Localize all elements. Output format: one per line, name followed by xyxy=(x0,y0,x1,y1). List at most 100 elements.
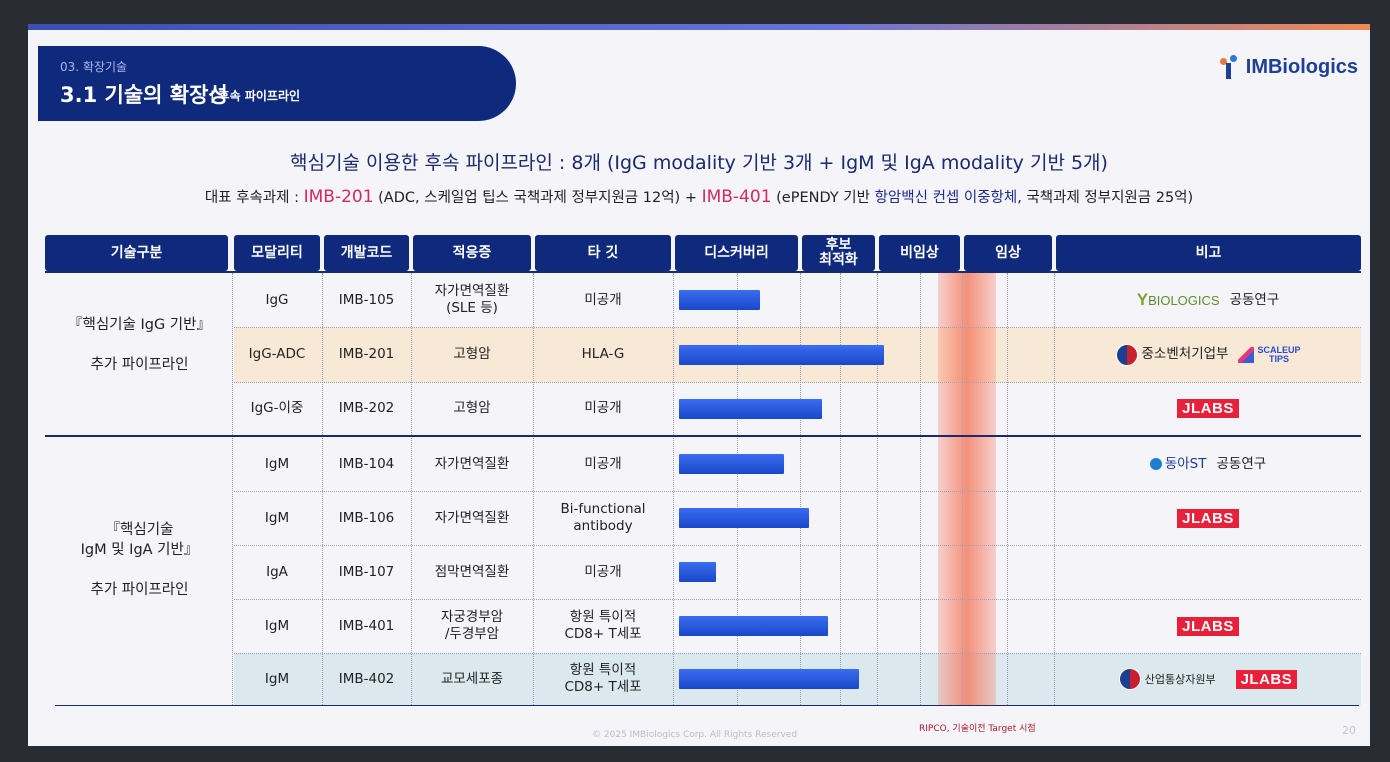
cell-modality: IgM xyxy=(264,670,290,687)
column-header-indication: 적응증 xyxy=(413,235,531,271)
progress-bar xyxy=(679,616,828,636)
section-header: 03. 확장기술 3.1 기술의 확장성 | 후속 파이프라인 xyxy=(38,46,516,121)
y-biologics-logo-icon: YBIOLOGICS xyxy=(1136,290,1220,309)
column-header-discovery: 디스커버리 xyxy=(675,235,798,271)
group-label-igg: 『핵심기술 IgG 기반』 추가 파이프라인 xyxy=(68,317,211,373)
cell-modality: IgM xyxy=(264,509,290,526)
pipeline-table: 기술구분 모달리티 개발코드 적응증 타 깃 디스커버리 후보 최적화 비임상 임상 비고 『핵심… xyxy=(45,235,1361,713)
column-header-clinical: 임상 xyxy=(964,235,1052,271)
phase-subgrid-line xyxy=(840,273,841,705)
slide-screen: 03. 확장기술 3.1 기술의 확장성 | 후속 파이프라인 IMBiolog… xyxy=(28,24,1370,746)
column-header-code: 개발코드 xyxy=(324,235,409,271)
korea-gov-emblem-icon xyxy=(1115,343,1138,366)
header-rule xyxy=(45,271,1361,273)
grid-hline xyxy=(234,653,1361,654)
cell-indication: 자가면역질환 (SLE 등) xyxy=(434,283,510,316)
imbiologics-logo-icon xyxy=(1218,54,1244,80)
column-header-preclinical: 비임상 xyxy=(879,235,960,271)
progress-bar xyxy=(679,508,809,528)
progress-bar xyxy=(679,454,784,474)
column-header-target: 타 깃 xyxy=(535,235,671,271)
note-row-imb-104: 동아ST 공동연구 xyxy=(1055,437,1361,491)
grid-vline xyxy=(232,273,233,705)
donga-icon xyxy=(1149,458,1162,470)
note-row-imb-201: 중소벤처기업부 SCALEUP TIPS xyxy=(1055,327,1361,382)
stair-icon xyxy=(1238,346,1255,363)
cell-code: IMB-104 xyxy=(338,455,395,472)
cell-target: 항원 특이적 CD8+ T세포 xyxy=(564,609,642,642)
cell-target: 미공개 xyxy=(584,291,622,308)
cell-code: IMB-201 xyxy=(338,346,395,362)
subline-detail-2c: , 국책과제 정부지원금 25억) xyxy=(1017,190,1194,206)
cell-code: IMB-106 xyxy=(338,509,395,526)
note-row-imb-105: YBIOLOGICS 공동연구 xyxy=(1055,273,1361,327)
cell-modality: IgG-ADC xyxy=(248,346,306,362)
grid-vline xyxy=(322,273,323,705)
grid-hline xyxy=(234,545,1361,546)
section-title: 3.1 기술의 확장성 xyxy=(60,83,228,107)
group-divider xyxy=(45,435,1361,437)
note-row-imb-401: JLABS xyxy=(1055,599,1361,653)
cell-code: IMB-107 xyxy=(338,563,395,580)
grid-vline xyxy=(962,273,963,705)
subline-label: 대표 후속과제 : xyxy=(204,190,304,206)
cell-indication: 고형암 xyxy=(453,346,491,362)
grid-hline xyxy=(234,327,1361,328)
phase-subgrid-line xyxy=(737,273,738,705)
subline-detail-2b: 항암백신 컨셉 이중항체 xyxy=(874,190,1018,206)
collab-label: 공동연구 xyxy=(1216,455,1267,472)
company-logo: IMBiologics xyxy=(1218,54,1358,80)
cell-indication: 고형암 xyxy=(453,400,491,416)
note-row-imb-202: JLABS xyxy=(1055,382,1361,435)
project-code-imb-201: IMB-201 xyxy=(303,187,374,207)
page-number: 20 xyxy=(1342,724,1356,737)
donga-st-logo: 동아ST xyxy=(1149,456,1206,473)
column-header-tech: 기술구분 xyxy=(45,235,228,271)
representative-projects: 대표 후속과제 : IMB-201 (ADC, 스케일업 팁스 국책과제 정부지… xyxy=(28,186,1370,207)
cell-target: Bi-functional antibody xyxy=(560,501,646,534)
logo-text: IMBiologics xyxy=(1245,55,1358,78)
group-label-igm-iga: 『핵심기술 IgM 및 IgA 기반』 추가 파이프라인 xyxy=(80,522,199,598)
cell-target: 미공개 xyxy=(584,455,622,472)
progress-bar xyxy=(679,669,859,689)
project-code-imb-401: IMB-401 xyxy=(701,187,772,207)
cell-target: 미공개 xyxy=(584,563,622,580)
headline: 핵심기술 이용한 후속 파이프라인 : 8개 (IgG modality 기반 … xyxy=(28,148,1370,175)
jlabs-logo: JLABS xyxy=(1177,508,1239,528)
grid-hline xyxy=(234,382,1361,383)
cell-code: IMB-202 xyxy=(338,400,395,416)
table-bottom-rule xyxy=(55,705,1359,706)
scaleup-tips-logo: SCALEUP TIPS xyxy=(1238,345,1300,364)
cell-modality: IgG-이중 xyxy=(250,400,304,416)
copyright: © 2025 IMBiologics Corp. All Rights Rese… xyxy=(592,730,798,740)
headline-suffix: (IgG modality 기반 3개 + IgM 및 IgA modality… xyxy=(606,152,1108,174)
gov-ministry-label: 산업통상자원부 xyxy=(1144,672,1216,686)
grid-vline xyxy=(411,273,412,705)
jlabs-logo: JLABS xyxy=(1177,399,1239,418)
footer-note: RIPCO, 기술이전 Target 시점 xyxy=(919,724,1036,734)
cell-indication: 자가면역질환 xyxy=(434,455,510,472)
cell-indication: 자궁경부암 /두경부암 xyxy=(440,609,504,642)
column-header-modality: 모달리티 xyxy=(234,235,320,271)
cell-modality: IgM xyxy=(264,455,290,472)
korea-gov-emblem-icon xyxy=(1118,668,1141,690)
section-subtitle: | 후속 파이프라인 xyxy=(210,89,301,103)
gov-ministry-label: 중소벤처기업부 xyxy=(1141,346,1229,362)
headline-prefix: 핵심기술 이용한 후속 파이프라인 : 8개 xyxy=(290,152,607,174)
cell-target: 미공개 xyxy=(584,400,622,416)
column-header-optimization: 후보 최적화 xyxy=(802,235,875,271)
cell-indication: 교모세포종 xyxy=(440,670,504,687)
top-accent-line xyxy=(28,24,1370,30)
cell-modality: IgA xyxy=(266,563,288,580)
progress-bar xyxy=(679,345,884,365)
grid-vline xyxy=(877,273,878,705)
jlabs-logo: JLABS xyxy=(1177,616,1239,636)
cell-indication: 자가면역질환 xyxy=(434,509,510,526)
cell-code: IMB-402 xyxy=(338,670,395,687)
grid-vline xyxy=(673,273,674,705)
grid-hline xyxy=(234,491,1361,492)
cell-target: HLA-G xyxy=(581,346,625,362)
grid-vline xyxy=(1054,273,1055,705)
subline-detail-1: (ADC, 스케일업 팁스 국책과제 정부지원금 12억) + xyxy=(373,190,702,206)
cell-target: 항원 특이적 CD8+ T세포 xyxy=(564,662,642,695)
